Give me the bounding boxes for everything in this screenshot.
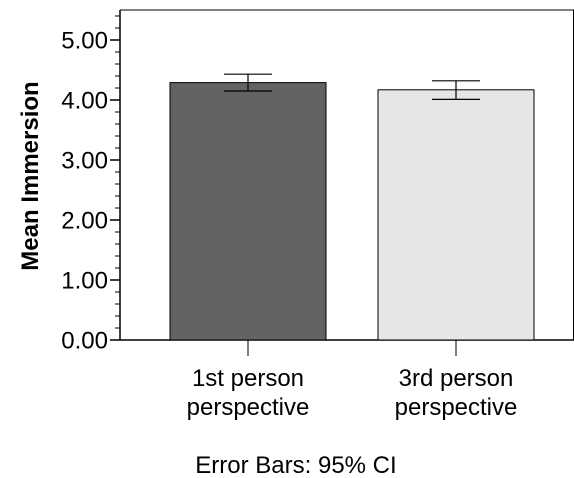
y-tick-labels: 0.00 1.00 2.00 3.00 4.00 5.00: [61, 28, 108, 355]
bar-2: [377, 89, 535, 341]
y-axis-label: Mean Immersion: [17, 81, 44, 270]
x-category-label-line: 3rd person: [399, 365, 514, 392]
error-bars-note: Error Bars: 95% CI: [195, 452, 396, 478]
bar-1: [169, 82, 327, 341]
error-bar-1: [224, 73, 272, 92]
x-category-label-line: perspective: [187, 394, 310, 421]
error-bar-2: [432, 80, 480, 101]
bars: [169, 82, 535, 341]
error-bars: [224, 73, 480, 101]
y-tick-label: 5.00: [61, 28, 108, 55]
y-tick-label: 3.00: [61, 148, 108, 175]
x-category-label: 1st person perspective: [187, 365, 310, 421]
x-category-label-line: 1st person: [192, 365, 304, 392]
x-category-label-line: perspective: [395, 394, 518, 421]
y-tick-label: 2.00: [61, 208, 108, 235]
y-tick-label: 1.00: [61, 268, 108, 295]
x-category-label: 3rd person perspective: [395, 365, 518, 421]
y-tick-label: 4.00: [61, 88, 108, 115]
y-tick-label: 0.00: [61, 328, 108, 355]
